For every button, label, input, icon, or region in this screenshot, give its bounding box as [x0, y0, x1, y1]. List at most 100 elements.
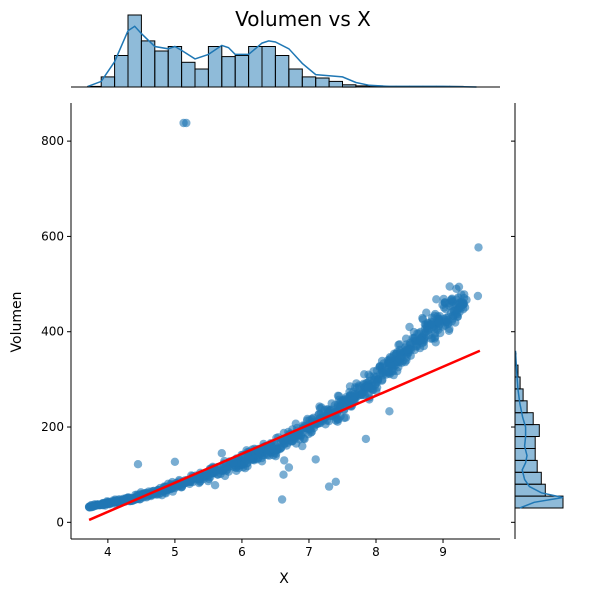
- x-kde-curve: [87, 25, 477, 88]
- x-hist-bar: [261, 46, 276, 88]
- scatter-point: [427, 313, 437, 322]
- y-tick-label: 0: [56, 515, 64, 529]
- scatter-point: [324, 482, 334, 491]
- y-tick-label: 200: [41, 420, 64, 434]
- scatter-point: [99, 500, 108, 510]
- scatter-point: [182, 118, 191, 128]
- scatter-point: [331, 477, 340, 486]
- scatter-point: [119, 494, 128, 503]
- scatter-point: [452, 284, 461, 293]
- scatter-point: [263, 451, 272, 460]
- x-hist-bar: [315, 77, 330, 88]
- x-hist-bar: [328, 80, 344, 88]
- scatter-point: [369, 367, 378, 376]
- scatter-point: [89, 502, 98, 511]
- scatter-plot-area: 4 5 6 7 8 9 0 200 400 600 800: [41, 103, 500, 559]
- scatter-point: [280, 456, 289, 465]
- x-hist-bar: [114, 55, 129, 88]
- y-tick-label: 400: [41, 325, 64, 339]
- x-hist-bar: [288, 68, 303, 88]
- x-hist-bar: [154, 50, 169, 88]
- x-hist-bar: [140, 40, 156, 88]
- scatter-point: [345, 387, 354, 397]
- scatter-point: [386, 353, 395, 363]
- scatter-point: [394, 340, 403, 350]
- scatter-point: [170, 457, 180, 466]
- scatter-point: [275, 443, 284, 452]
- x-tick-label: 9: [439, 545, 447, 559]
- scatter-point: [351, 383, 360, 392]
- scatter-point: [298, 441, 307, 451]
- scatter-point: [434, 317, 444, 327]
- y-hist-bar: [514, 483, 546, 497]
- scatter-point: [254, 453, 263, 463]
- scatter-point: [473, 291, 483, 301]
- scatter-point: [254, 446, 263, 456]
- scatter-point: [416, 336, 425, 345]
- x-hist-bar: [301, 76, 317, 88]
- scatter-point: [474, 243, 483, 252]
- scatter-point: [379, 368, 388, 378]
- regression-line-group: [88, 349, 481, 522]
- y-marginal-histogram: [511, 103, 564, 539]
- scatter-point: [395, 348, 405, 357]
- x-hist-bar: [194, 68, 209, 88]
- x-hist-bar: [274, 55, 290, 88]
- y-kde-curve: [514, 350, 564, 509]
- main-axes: [70, 103, 500, 540]
- scatter-point: [341, 413, 350, 422]
- chart-title: Volumen vs X: [235, 7, 371, 31]
- scatter-point: [364, 383, 373, 392]
- scatter-point: [455, 298, 465, 307]
- scatter-point: [349, 396, 358, 405]
- scatter-point: [445, 282, 454, 291]
- scatter-point: [405, 322, 414, 332]
- x-tick-label: 5: [171, 545, 179, 559]
- y-axis-label: Volumen: [9, 292, 25, 353]
- regression-line: [88, 349, 481, 522]
- axis-ticks: 4 5 6 7 8 9 0 200 400 600 800: [41, 134, 447, 559]
- scatter-point: [448, 314, 457, 323]
- y-tick-label: 800: [41, 134, 64, 148]
- scatter-point: [315, 402, 324, 411]
- scatter-point: [277, 495, 287, 504]
- x-hist-bar: [221, 56, 236, 88]
- scatter-points: [84, 118, 483, 512]
- scatter-point: [239, 460, 248, 469]
- scatter-point: [422, 308, 431, 317]
- x-tick-label: 6: [238, 545, 246, 559]
- scatter-point: [462, 295, 471, 304]
- scatter-point: [210, 481, 220, 490]
- scatter-point: [395, 355, 404, 364]
- scatter-point: [445, 298, 454, 308]
- x-hist-bar: [234, 55, 250, 88]
- x-axis-label: X: [279, 571, 289, 587]
- scatter-point: [279, 470, 288, 479]
- y-hist-bar: [514, 471, 542, 485]
- scatter-point: [427, 320, 436, 329]
- scatter-point: [222, 466, 231, 475]
- x-marginal-histogram: [71, 14, 500, 88]
- x-hist-bar: [181, 61, 196, 88]
- scatter-point: [195, 477, 205, 487]
- x-tick-label: 8: [372, 545, 380, 559]
- scatter-point: [414, 329, 424, 338]
- scatter-point: [377, 376, 387, 385]
- scatter-point: [284, 463, 294, 472]
- scatter-point: [311, 455, 320, 464]
- scatter-point: [361, 434, 371, 444]
- scatter-point: [430, 329, 440, 338]
- x-tick-label: 7: [305, 545, 313, 559]
- scatter-point: [458, 305, 468, 314]
- scatter-point: [442, 315, 451, 324]
- x-tick-label: 4: [104, 545, 112, 559]
- scatter-point: [217, 449, 226, 458]
- x-hist-bar: [167, 46, 183, 88]
- scatter-point: [385, 407, 394, 416]
- scatter-point: [110, 496, 119, 505]
- scatter-point: [333, 400, 343, 409]
- scatter-point: [229, 458, 238, 467]
- y-hist-bar: [514, 424, 540, 438]
- scatter-point: [133, 460, 143, 469]
